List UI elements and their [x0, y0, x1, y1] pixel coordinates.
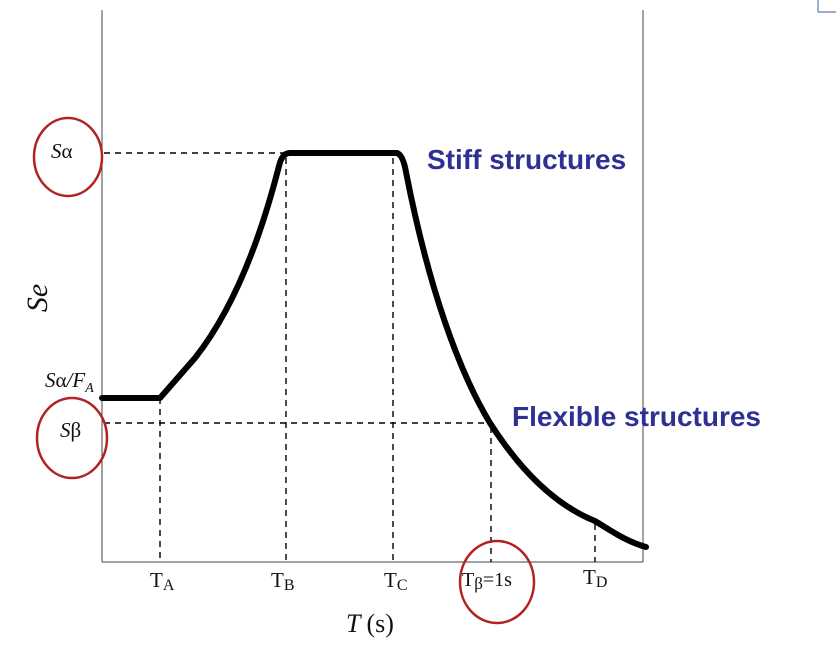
t-beta-subscript: β	[474, 574, 483, 593]
stiff-structures-annotation: Stiff structures	[427, 144, 626, 175]
t-a-subscript: A	[163, 577, 175, 594]
s-alpha-fa-base: S	[45, 368, 56, 392]
t-b-base: T	[271, 568, 284, 592]
t-c-subscript: C	[397, 577, 408, 594]
y-axis-label: Se	[21, 284, 54, 312]
corner-mark	[817, 0, 836, 13]
s-alpha-fa-symbol: α	[56, 368, 67, 392]
t-c-label: TC	[384, 568, 408, 594]
t-b-subscript: B	[284, 577, 295, 594]
highlight-circle-t-beta	[458, 539, 536, 625]
x-axis-label: T (s)	[346, 609, 394, 638]
s-alpha-base: S	[51, 139, 62, 163]
t-d-subscript: D	[596, 574, 608, 591]
plot-frame	[101, 10, 644, 563]
x-axis-unit: (s)	[366, 609, 393, 638]
s-alpha-label: Sα	[51, 139, 73, 163]
t-b-label: TB	[271, 568, 295, 594]
s-alpha-over-fa-label: Sα/FA	[45, 368, 94, 396]
t-a-label: TA	[150, 568, 175, 594]
s-beta-symbol: β	[71, 418, 82, 442]
highlight-circle-s-alpha	[32, 116, 104, 198]
t-beta-label: Tβ=1s	[462, 569, 512, 593]
t-c-base: T	[384, 568, 397, 592]
y-level-labels: Sα Sα/FA Sβ	[45, 139, 94, 442]
s-alpha-fa-subscript: A	[84, 381, 94, 396]
highlight-circle-s-beta	[35, 396, 109, 480]
t-d-label: TD	[583, 565, 607, 591]
s-beta-label: Sβ	[60, 418, 81, 442]
t-a-base: T	[150, 568, 163, 592]
highlight-circles	[32, 116, 536, 625]
x-tick-labels: TA TB TC Tβ=1s TD	[150, 565, 607, 594]
s-alpha-fa-divisor: /F	[66, 368, 86, 392]
t-beta-value: =1s	[483, 569, 512, 591]
s-alpha-symbol: α	[62, 139, 73, 163]
x-axis-variable: T	[346, 609, 362, 638]
guide-lines	[104, 152, 596, 562]
spectrum-curve	[99, 150, 649, 550]
t-d-base: T	[583, 565, 596, 589]
t-beta-base: T	[462, 569, 474, 591]
flexible-structures-annotation: Flexible structures	[512, 401, 761, 432]
s-beta-base: S	[60, 418, 71, 442]
